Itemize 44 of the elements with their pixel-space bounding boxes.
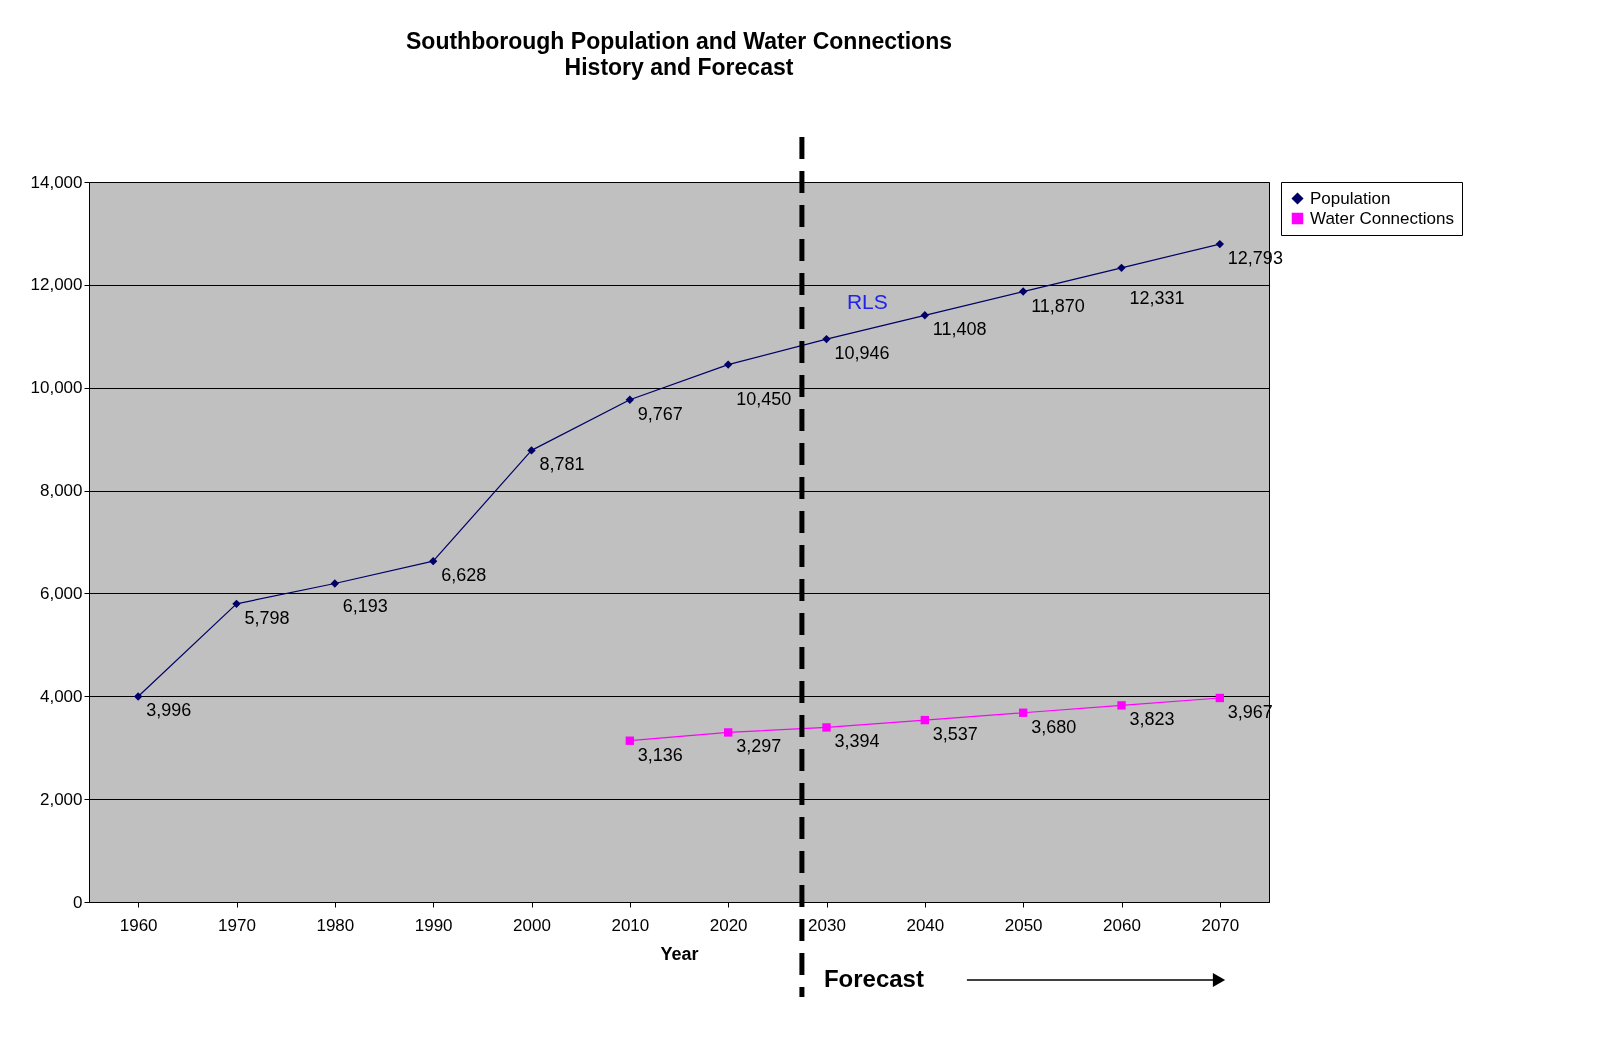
y-tick-label: 2,000 [39, 789, 83, 809]
y-tick-label: 6,000 [39, 583, 83, 603]
data-label: 3,823 [1129, 709, 1175, 730]
y-tick-label: 10,000 [30, 378, 83, 398]
data-label: 11,870 [1031, 295, 1085, 316]
data-label: 3,297 [736, 736, 782, 757]
data-label: 3,537 [932, 724, 978, 745]
x-tick-label: 2000 [513, 915, 551, 935]
chart-subtitle: History and Forecast [564, 53, 794, 80]
data-label: 11,408 [932, 319, 987, 340]
x-tick-label: 2040 [906, 915, 945, 935]
data-label: 6,193 [342, 595, 388, 616]
x-tick-label: 2030 [808, 915, 846, 935]
x-axis-title: Year [660, 943, 699, 964]
data-label: 6,628 [441, 565, 487, 586]
ref-line-label: Forecast [823, 965, 924, 992]
data-label: 3,680 [1031, 716, 1077, 737]
y-tick-label: 0 [73, 892, 83, 912]
y-tick-label: 14,000 [30, 172, 83, 192]
x-tick-label: 1980 [316, 915, 355, 935]
x-tick-label: 2050 [1004, 915, 1043, 935]
x-tick-label: 2060 [1103, 915, 1141, 935]
data-label: 9,767 [637, 403, 683, 424]
legend-label: Population [1310, 188, 1391, 208]
x-tick-label: 2070 [1201, 915, 1240, 935]
data-label: 5,798 [244, 607, 290, 628]
chart-title: Southborough Population and Water Connections [406, 27, 952, 54]
x-tick-label: 2010 [611, 915, 650, 935]
data-label: 3,996 [146, 700, 192, 721]
data-label: 12,331 [1129, 287, 1185, 308]
annotation: RLS [846, 289, 888, 313]
y-tick-label: 12,000 [30, 275, 83, 295]
y-tick-label: 4,000 [39, 686, 83, 706]
legend-label: Water Connections [1310, 208, 1454, 228]
x-tick-label: 2020 [709, 915, 748, 935]
data-label: 10,450 [736, 388, 792, 409]
x-tick-label: 1960 [119, 915, 158, 935]
x-tick-label: 1990 [414, 915, 453, 935]
data-label: 10,946 [834, 343, 890, 364]
y-tick-label: 8,000 [39, 481, 83, 501]
data-label: 3,136 [637, 744, 683, 765]
x-tick-label: 1970 [218, 915, 256, 935]
data-label: 3,394 [834, 731, 880, 752]
data-label: 8,781 [539, 454, 585, 475]
